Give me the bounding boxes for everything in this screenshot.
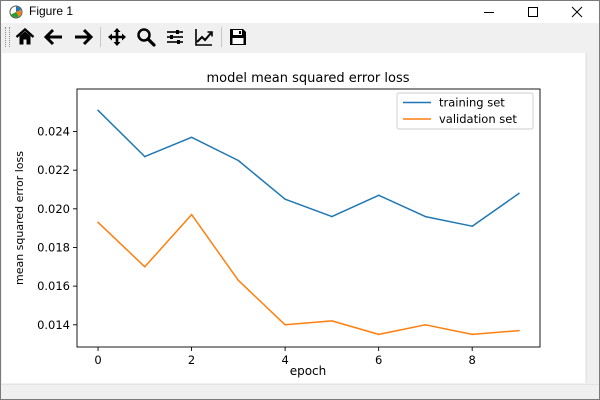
- x-tick-label: 8: [469, 353, 476, 367]
- arrow-right-icon: [75, 28, 93, 46]
- legend: training set validation set: [396, 92, 534, 130]
- sliders-icon: [167, 30, 183, 44]
- y-axis-label: mean squared error loss: [13, 151, 26, 285]
- home-icon: [15, 27, 35, 45]
- home-button[interactable]: [13, 26, 37, 48]
- x-tick-label: 6: [375, 353, 382, 367]
- y-tick-label: 0.016: [37, 279, 70, 293]
- back-button[interactable]: [42, 26, 66, 48]
- y-tick-label: 0.014: [37, 318, 70, 332]
- data-point-training-set: [331, 215, 333, 218]
- x-axis: 0 2 4 6 8: [94, 347, 476, 367]
- data-point-training-set: [97, 109, 99, 112]
- plot-area: [76, 88, 541, 348]
- axes-frame: [76, 88, 541, 348]
- close-button[interactable]: [555, 1, 599, 23]
- y-tick-label: 0.020: [37, 202, 70, 216]
- x-axis-label: epoch: [290, 364, 327, 378]
- data-point-validation-set: [144, 265, 146, 268]
- x-tick-label: 4: [281, 353, 288, 367]
- arrow-left-icon: [44, 28, 62, 46]
- series-layer: [97, 109, 520, 336]
- legend-label-training-set: training set: [439, 96, 505, 110]
- line-chart-icon: [195, 29, 213, 46]
- data-point-validation-set: [237, 279, 240, 282]
- data-point-validation-set: [190, 213, 193, 216]
- y-tick-label: 0.024: [37, 125, 70, 139]
- vertical-scrollbar[interactable]: [586, 53, 599, 383]
- minimize-button[interactable]: [467, 1, 511, 23]
- minimize-icon: [484, 12, 494, 13]
- zoom-icon: [137, 28, 156, 47]
- save-button[interactable]: [226, 26, 250, 48]
- close-icon: [571, 6, 583, 18]
- maximize-icon: [528, 7, 538, 17]
- data-point-training-set: [424, 215, 427, 218]
- data-point-training-set: [471, 225, 473, 228]
- data-point-training-set: [144, 155, 146, 158]
- save-icon: [230, 29, 246, 45]
- matplotlib-logo-icon: [9, 5, 23, 19]
- y-axis: 0.014 0.016 0.018 0.020 0.022 0.024: [37, 125, 77, 332]
- edit-axis-button[interactable]: [192, 26, 216, 48]
- data-point-validation-set: [331, 320, 333, 322]
- move-icon: [108, 28, 126, 46]
- x-tick-label: 0: [94, 353, 101, 367]
- data-point-training-set: [190, 136, 193, 139]
- status-bar: [1, 384, 599, 399]
- data-point-validation-set: [471, 333, 473, 336]
- data-point-validation-set: [377, 333, 380, 336]
- data-point-validation-set: [97, 221, 99, 224]
- y-tick-label: 0.018: [37, 240, 70, 254]
- chart-title: model mean squared error loss: [207, 71, 410, 86]
- data-point-validation-set: [424, 323, 427, 326]
- data-point-validation-set: [518, 329, 520, 332]
- figure-canvas[interactable]: model mean squared error loss 0.014 0.016…: [2, 53, 585, 383]
- data-point-training-set: [237, 159, 240, 162]
- maximize-button[interactable]: [511, 1, 555, 23]
- series-line-training-set: [97, 109, 520, 227]
- data-point-validation-set: [284, 323, 286, 326]
- data-point-training-set: [518, 192, 520, 195]
- zoom-button[interactable]: [134, 26, 158, 48]
- y-tick-label: 0.022: [37, 163, 70, 177]
- x-tick-label: 2: [188, 353, 195, 367]
- series-line-validation-set: [97, 213, 520, 336]
- toolbar-separator: [100, 27, 101, 47]
- window-title: Figure 1: [29, 4, 74, 18]
- pan-button[interactable]: [105, 26, 129, 48]
- title-bar: Figure 1: [1, 1, 599, 23]
- navigation-toolbar: [1, 23, 599, 51]
- legend-label-validation-set: validation set: [439, 112, 517, 126]
- data-point-training-set: [377, 194, 380, 197]
- line-chart: model mean squared error loss 0.014 0.016…: [13, 71, 541, 378]
- forward-button[interactable]: [71, 26, 95, 48]
- toolbar-separator: [221, 27, 222, 47]
- toolbar-grip[interactable]: [5, 27, 10, 47]
- configure-subplots-button[interactable]: [163, 26, 187, 48]
- data-point-training-set: [284, 198, 286, 200]
